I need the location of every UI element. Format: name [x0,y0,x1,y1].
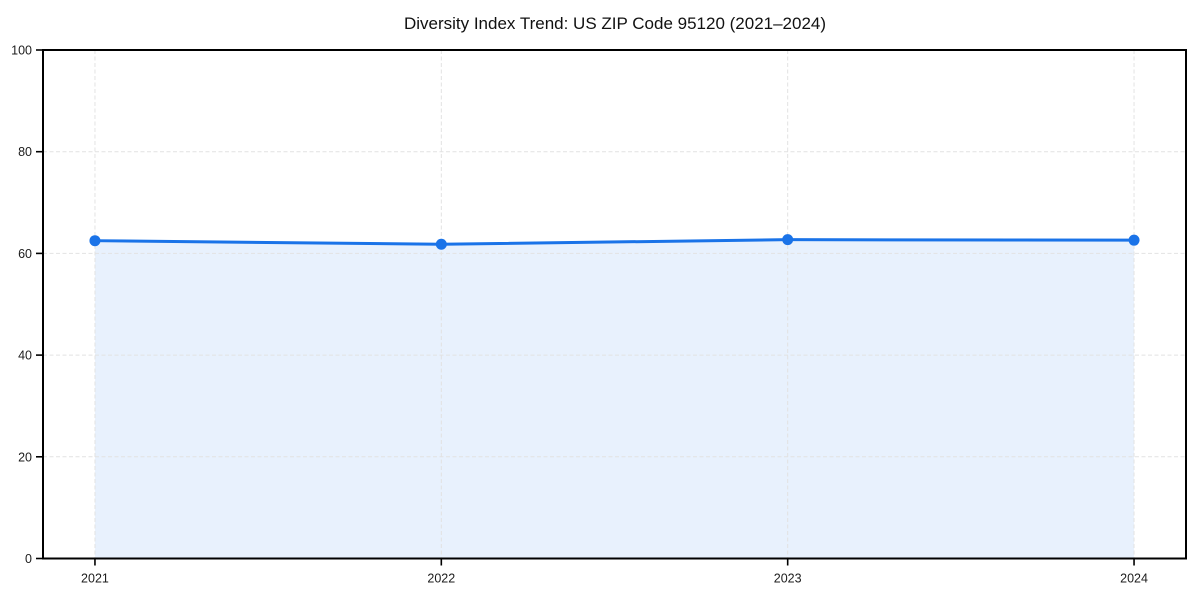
y-tick-label: 20 [18,450,32,464]
data-point-marker [1128,234,1140,246]
x-tick-label: 2024 [1120,572,1148,586]
chart-title: Diversity Index Trend: US ZIP Code 95120… [403,14,827,33]
data-point-marker [435,238,447,250]
area-fill [94,239,1135,559]
y-tick-label: 0 [25,552,32,566]
x-tick-label: 2023 [774,572,802,586]
data-point-marker [782,234,794,246]
y-tick-label: 100 [11,44,32,58]
y-tick-label: 80 [18,145,32,159]
x-tick-label: 2021 [81,572,109,586]
trend-line [93,238,1136,246]
data-point-marker [89,235,101,247]
y-tick-label: 40 [18,349,32,363]
plot-spines [42,49,1187,560]
x-tick-label: 2022 [427,572,455,586]
y-tick-label: 60 [18,247,32,261]
